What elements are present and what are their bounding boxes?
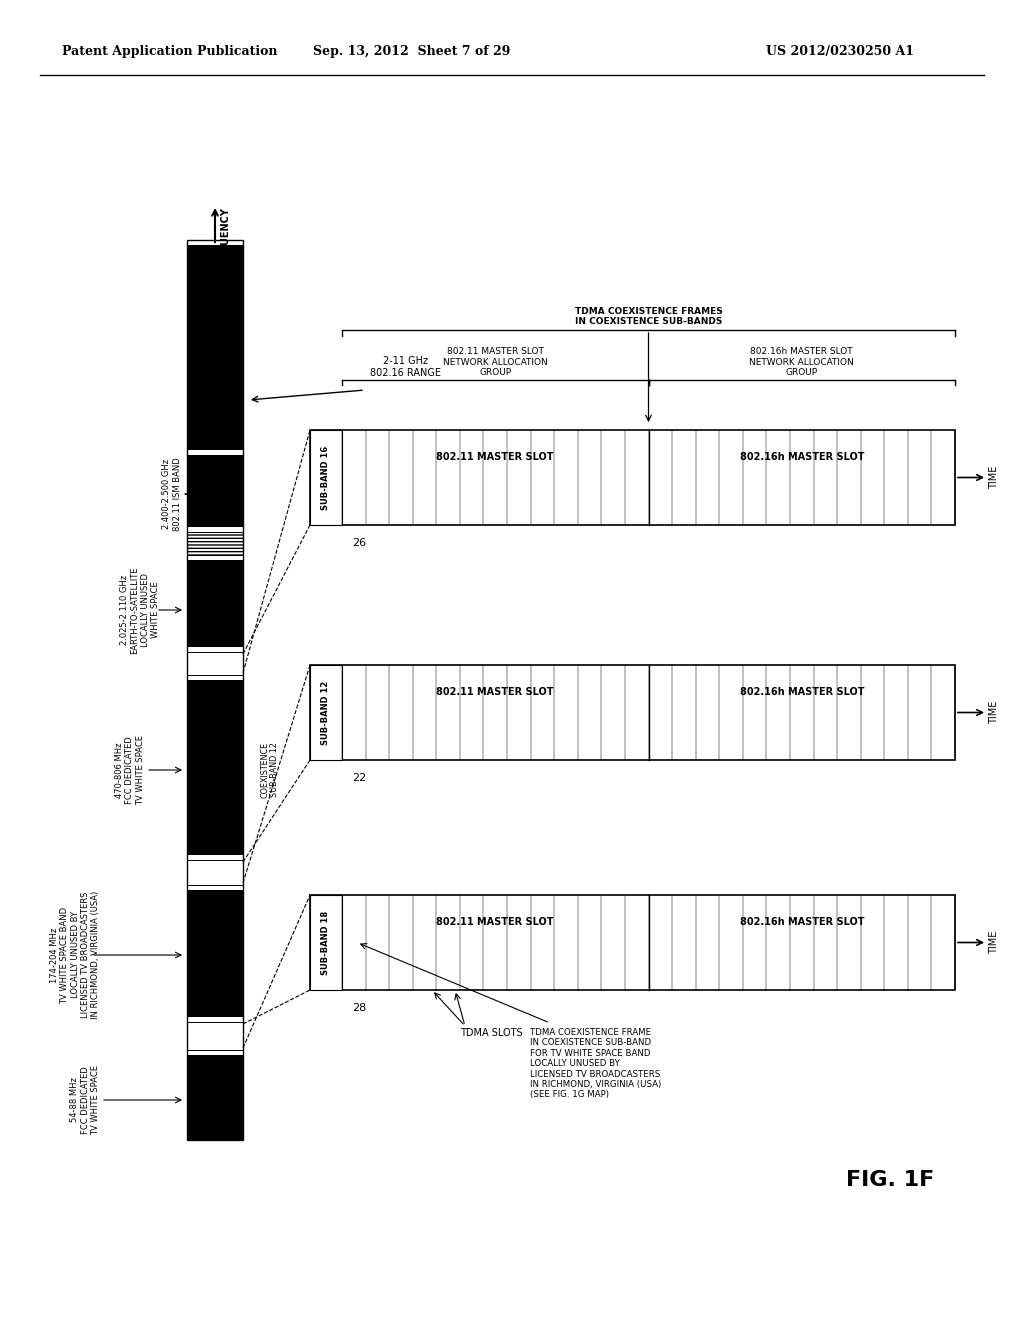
Bar [187,1055,243,1140]
Text: 2.025-2.110 GHz
EARTH-TO-SATELLITE
LOCALLY UNUSED
WHITE SPACE: 2.025-2.110 GHz EARTH-TO-SATELLITE LOCAL… [120,566,160,653]
Text: FREQUENCY: FREQUENCY [220,207,230,273]
Text: 802.11 MASTER SLOT: 802.11 MASTER SLOT [436,451,554,462]
Text: 802.16h MASTER SLOT: 802.16h MASTER SLOT [739,916,864,927]
Text: 54-88 MHz
FCC DEDICATED
TV WHITE SPACE: 54-88 MHz FCC DEDICATED TV WHITE SPACE [70,1065,100,1135]
Text: FIG. 1F: FIG. 1F [846,1170,934,1191]
Bar [310,895,955,990]
Bar [187,652,243,675]
Text: 28: 28 [352,1003,367,1012]
Text: 22: 22 [352,774,367,783]
Text: TIME: TIME [989,701,999,725]
Text: 802.16h MASTER SLOT: 802.16h MASTER SLOT [739,451,864,462]
Bar [310,430,955,525]
Text: COEXISTENCE
SUB-BAND 12: COEXISTENCE SUB-BAND 12 [260,742,280,799]
Bar [187,455,243,527]
Bar [310,430,342,525]
Text: Sep. 13, 2012  Sheet 7 of 29: Sep. 13, 2012 Sheet 7 of 29 [313,45,511,58]
Text: TDMA COEXISTENCE FRAMES
IN COEXISTENCE SUB-BANDS: TDMA COEXISTENCE FRAMES IN COEXISTENCE S… [574,306,722,326]
Bar [187,861,243,884]
Text: 2-11 GHz
802.16 RANGE: 2-11 GHz 802.16 RANGE [370,356,441,378]
Text: 174-204 MHz
TV WHITE SPACE BAND
LOCALLY UNUSED BY
LICENSED TV BROADCASTERS
IN RI: 174-204 MHz TV WHITE SPACE BAND LOCALLY … [50,891,100,1019]
Bar [187,240,243,1140]
Text: 802.11 MASTER SLOT: 802.11 MASTER SLOT [436,916,554,927]
Text: 26: 26 [352,539,367,548]
Bar [187,680,243,855]
Bar [187,532,243,554]
Bar [310,665,955,760]
Text: 802.11 MASTER SLOT
NETWORK ALLOCATION
GROUP: 802.11 MASTER SLOT NETWORK ALLOCATION GR… [442,347,548,378]
Text: 802.11 MASTER SLOT: 802.11 MASTER SLOT [436,686,554,697]
Bar [310,665,342,760]
Text: SUB-BAND 12: SUB-BAND 12 [322,680,331,744]
Text: 2.400-2.500 GHz
802.11 ISM BAND: 2.400-2.500 GHz 802.11 ISM BAND [162,457,181,531]
Text: US 2012/0230250 A1: US 2012/0230250 A1 [766,45,914,58]
Bar [187,890,243,1016]
Bar [310,895,342,990]
Text: SUB-BAND 18: SUB-BAND 18 [322,911,331,974]
Text: 802.16h MASTER SLOT: 802.16h MASTER SLOT [739,686,864,697]
Text: SUB-BAND 16: SUB-BAND 16 [322,445,331,510]
Bar [187,560,243,647]
Text: TIME: TIME [989,931,999,954]
Text: 802.16h MASTER SLOT
NETWORK ALLOCATION
GROUP: 802.16h MASTER SLOT NETWORK ALLOCATION G… [750,347,854,378]
Bar [187,246,243,450]
Text: TDMA COEXISTENCE FRAME
IN COEXISTENCE SUB-BAND
FOR TV WHITE SPACE BAND
LOCALLY U: TDMA COEXISTENCE FRAME IN COEXISTENCE SU… [530,1028,662,1100]
Text: TIME: TIME [989,466,999,490]
Text: TDMA SLOTS: TDMA SLOTS [460,1028,522,1038]
Bar [187,1022,243,1049]
Text: Patent Application Publication: Patent Application Publication [62,45,278,58]
Text: 470-806 MHz
FCC DEDICATED
TV WHITE SPACE: 470-806 MHz FCC DEDICATED TV WHITE SPACE [115,735,145,805]
